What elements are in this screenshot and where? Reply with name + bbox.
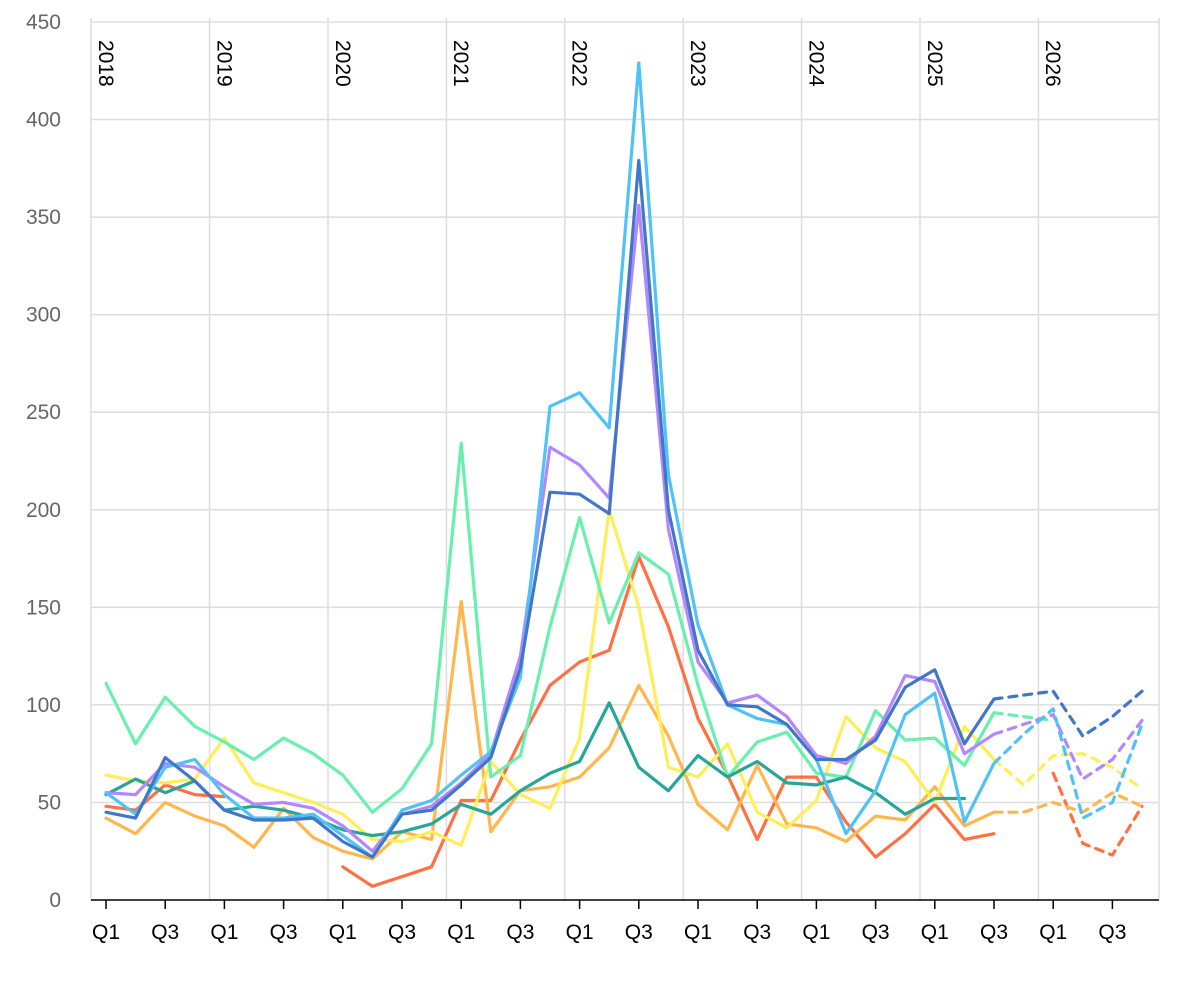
y-tick-label: 400 <box>26 109 61 132</box>
x-tick-label: Q3 <box>388 921 416 944</box>
series-line <box>104 61 996 859</box>
x-tick-label: Q3 <box>1098 921 1126 944</box>
series-line <box>104 599 996 861</box>
series-forecast-line <box>1051 771 1144 857</box>
x-tick-label: Q3 <box>270 921 298 944</box>
year-label: 2018 <box>94 40 117 87</box>
year-label: 2019 <box>212 40 235 87</box>
x-tick-label: Q1 <box>329 921 357 944</box>
axis-layer <box>91 899 1159 909</box>
x-tick-label: Q3 <box>625 921 653 944</box>
y-tick-label: 300 <box>26 304 61 327</box>
series-line <box>104 508 996 848</box>
series-2 <box>104 599 1144 861</box>
series-forecast-line <box>992 707 1144 820</box>
series-forecast-line <box>992 712 1144 781</box>
x-tick-label: Q1 <box>684 921 712 944</box>
year-label: 2021 <box>449 40 472 87</box>
series-6 <box>104 203 1144 853</box>
year-labels: 2018 2019 2020 2021 2022 2023 2024 2025 2026 <box>94 40 1064 87</box>
y-tick-label: 50 <box>38 791 61 814</box>
series-3 <box>104 508 1144 848</box>
series-4 <box>104 441 1055 814</box>
x-tick-label: Q1 <box>1039 921 1067 944</box>
y-tick-label: 200 <box>26 499 61 522</box>
x-tick-label: Q1 <box>92 921 120 944</box>
x-tick-label: Q1 <box>921 921 949 944</box>
year-label: 2022 <box>568 40 591 87</box>
y-tick-label: 150 <box>26 596 61 619</box>
year-label: 2020 <box>331 40 354 87</box>
y-tick-label: 350 <box>26 206 61 229</box>
series-7 <box>104 61 1144 859</box>
y-tick-labels: 0 50 100 150 200 250 300 350 400 450 <box>26 11 61 912</box>
year-label: 2023 <box>686 40 709 87</box>
x-tick-label: Q1 <box>210 921 238 944</box>
series-line <box>104 158 996 859</box>
x-tick-label: Q1 <box>802 921 830 944</box>
x-tick-label: Q3 <box>151 921 179 944</box>
series-line <box>104 203 996 853</box>
series-forecast-line <box>992 689 1144 738</box>
x-tick-label: Q1 <box>566 921 594 944</box>
series-8 <box>104 158 1144 859</box>
series-forecast-line <box>992 791 1144 814</box>
x-tick-label: Q3 <box>862 921 890 944</box>
y-tick-label: 250 <box>26 401 61 424</box>
year-label: 2024 <box>804 40 827 87</box>
year-label: 2026 <box>1041 40 1064 87</box>
y-tick-label: 450 <box>26 11 61 34</box>
series-5 <box>104 701 967 838</box>
y-tick-label: 100 <box>26 694 61 717</box>
y-tick-label: 0 <box>49 889 61 912</box>
series-line <box>341 554 996 888</box>
series-layer <box>104 61 1144 888</box>
x-tick-label: Q3 <box>743 921 771 944</box>
series-forecast-line <box>992 752 1144 791</box>
grid-layer <box>90 18 1160 900</box>
x-tick-label: Q1 <box>447 921 475 944</box>
year-label: 2025 <box>923 40 946 87</box>
x-tick-label: Q3 <box>980 921 1008 944</box>
x-tick-labels: Q1 Q3 Q1 Q3 Q1 Q3 Q1 Q3 Q1 Q3 Q1 Q3 Q1 Q3 Q1 Q3 Q1 Q3 <box>92 921 1126 944</box>
series-line <box>104 701 967 838</box>
x-tick-label: Q3 <box>506 921 534 944</box>
